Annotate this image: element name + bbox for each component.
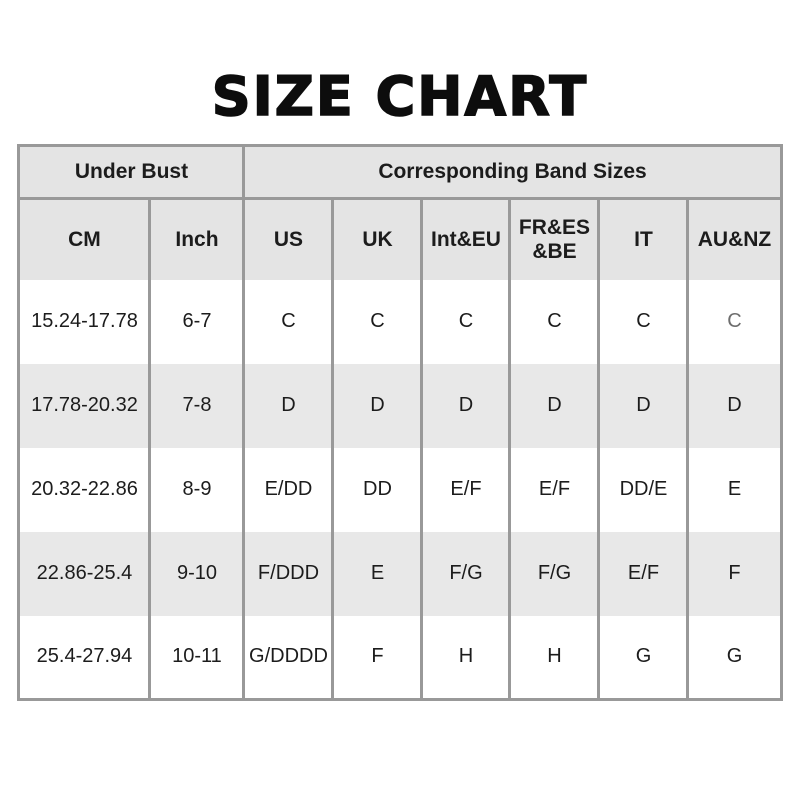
column-header-cm: CM [18,198,150,280]
column-header-row: CM Inch US UK Int&EU FR&ES &BE IT AU&NZ [18,198,782,280]
cell-size-uk: C [331,279,422,364]
cell-size-it: DD/E [597,447,688,532]
cell-size-us: F/DDD [242,531,333,616]
cell-inch-range: 6-7 [148,279,244,364]
cell-size-fr-es-be: D [508,363,599,448]
cell-inch-range: 8-9 [148,447,244,532]
cell-size-us: G/DDDD [242,615,333,700]
cell-size-fr-es-be: H [508,615,599,700]
cell-size-int-eu: C [420,279,510,364]
page-title: SIZE CHART [211,65,589,128]
cell-size-it: C [597,279,688,364]
cell-size-us: E/DD [242,447,333,532]
cell-size-it: D [597,363,688,448]
cell-size-int-eu: H [420,615,510,700]
cell-size-uk: DD [331,447,422,532]
group-header-band-sizes: Corresponding Band Sizes [242,145,782,200]
cell-size-it: G [597,615,688,700]
column-header-inch: Inch [148,198,244,280]
table-row: 20.32-22.86 8-9 E/DD DD E/F E/F DD/E E [18,447,782,532]
column-header-int-eu: Int&EU [420,198,510,280]
column-header-us: US [242,198,333,280]
cell-size-fr-es-be: C [508,279,599,364]
size-chart-table: Under Bust Corresponding Band Sizes CM I… [17,144,783,701]
table-row: 22.86-25.4 9-10 F/DDD E F/G F/G E/F F [18,531,782,616]
column-header-it: IT [597,198,688,280]
cell-size-fr-es-be: E/F [508,447,599,532]
cell-inch-range: 10-11 [148,615,244,700]
table-row: 15.24-17.78 6-7 C C C C C C [18,279,782,364]
cell-size-us: D [242,363,333,448]
cell-size-int-eu: E/F [420,447,510,532]
cell-size-au-nz: E [686,447,782,532]
table-row: 25.4-27.94 10-11 G/DDDD F H H G G [18,615,782,700]
cell-cm-range: 20.32-22.86 [18,447,150,532]
cell-size-fr-es-be: F/G [508,531,599,616]
cell-cm-range: 25.4-27.94 [18,615,150,700]
cell-size-int-eu: D [420,363,510,448]
cell-size-uk: E [331,531,422,616]
cell-size-us: C [242,279,333,364]
cell-cm-range: 17.78-20.32 [18,363,150,448]
cell-size-int-eu: F/G [420,531,510,616]
cell-size-au-nz: F [686,531,782,616]
cell-size-uk: D [331,363,422,448]
table-row: 17.78-20.32 7-8 D D D D D D [18,363,782,448]
table-header: Under Bust Corresponding Band Sizes CM I… [18,145,782,280]
column-header-au-nz: AU&NZ [686,198,782,280]
cell-inch-range: 7-8 [148,363,244,448]
column-header-uk: UK [331,198,422,280]
group-header-row: Under Bust Corresponding Band Sizes [18,145,782,200]
column-header-fr-es-be: FR&ES &BE [508,198,599,280]
table-body: 15.24-17.78 6-7 C C C C C C 17.78-20.32 … [18,279,782,700]
cell-size-au-nz: D [686,363,782,448]
cell-size-au-nz: C [686,279,782,364]
cell-size-uk: F [331,615,422,700]
cell-inch-range: 9-10 [148,531,244,616]
cell-size-au-nz: G [686,615,782,700]
cell-cm-range: 22.86-25.4 [18,531,150,616]
cell-cm-range: 15.24-17.78 [18,279,150,364]
cell-size-it: E/F [597,531,688,616]
group-header-under-bust: Under Bust [18,145,244,200]
